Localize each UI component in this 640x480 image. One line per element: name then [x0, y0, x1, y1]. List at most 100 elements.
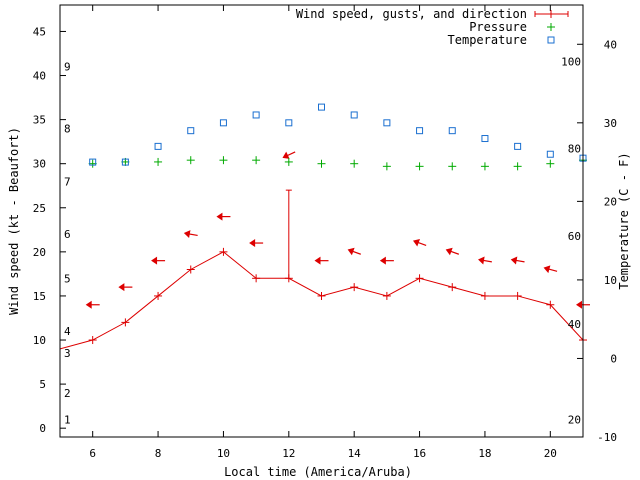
y-left-tick-label: 35	[33, 114, 46, 127]
pressure-point	[513, 162, 522, 171]
arrow-head	[478, 256, 485, 265]
beaufort-label: 2	[64, 387, 71, 400]
x-axis-title: Local time (America/Aruba)	[224, 465, 412, 479]
wind-speed-point	[546, 300, 555, 309]
x-tick-label: 12	[282, 447, 295, 460]
series-layer	[60, 103, 590, 350]
arrow-head	[510, 256, 518, 265]
x-tick-label: 16	[413, 447, 426, 460]
wind-direction-arrow	[576, 300, 590, 309]
arrow-head	[249, 239, 256, 248]
legend-samples	[534, 10, 569, 44]
wind-speed-point	[317, 291, 326, 300]
fahrenheit-label: 40	[568, 318, 581, 331]
y-left-tick-label: 25	[33, 202, 46, 215]
wind-speed-point	[252, 274, 261, 283]
pressure-point	[317, 159, 326, 168]
x-tick-label: 8	[155, 447, 162, 460]
temperature-point	[350, 111, 358, 119]
pressure-point	[415, 162, 424, 171]
wind-speed-point	[448, 283, 457, 292]
pressure-point	[448, 162, 457, 171]
wind-direction-arrow	[347, 247, 361, 256]
arrow-head	[183, 230, 191, 238]
y-right-tick-label: 20	[604, 195, 617, 208]
wind-direction-arrow	[412, 238, 427, 247]
pressure-point	[284, 157, 293, 166]
beaufort-label: 3	[64, 347, 71, 360]
y-left-tick-label: 15	[33, 290, 46, 303]
wind-speed-point	[350, 283, 359, 292]
wind-direction-arrow	[379, 256, 394, 265]
beaufort-label: 8	[64, 122, 71, 135]
temperature-point	[546, 150, 554, 158]
wind-speed-point	[154, 291, 163, 300]
beaufort-label: 7	[64, 175, 71, 188]
plot-frame	[59, 4, 584, 438]
wind-direction-arrow	[314, 256, 329, 265]
wind-speed-point	[219, 247, 228, 256]
wind-speed-point	[480, 291, 489, 300]
legend: Wind speed, gusts, and direction Pressur…	[296, 7, 569, 47]
y-right-tick-label: -10	[597, 431, 617, 444]
pressure-point	[480, 162, 489, 171]
temperature-point	[285, 119, 293, 127]
arrow-head	[576, 300, 582, 309]
fahrenheit-label: 100	[561, 56, 581, 69]
arrow-head	[118, 283, 125, 292]
beaufort-label: 6	[64, 228, 71, 241]
y-axis-left-title: Wind speed (kt - Beaufort)	[7, 127, 21, 315]
wind-direction-arrow	[543, 265, 558, 274]
arrow-head	[347, 247, 355, 256]
temperature-point	[187, 127, 195, 135]
x-tick-label: 14	[348, 447, 362, 460]
wind-speed-point	[513, 291, 522, 300]
temperature-point	[89, 158, 97, 166]
wind-direction-arrow	[249, 239, 264, 248]
temperature-point	[448, 127, 456, 135]
x-tick-label: 18	[478, 447, 491, 460]
pressure-point	[219, 156, 228, 165]
wind-speed-point	[186, 265, 195, 274]
x-tick-label: 10	[217, 447, 230, 460]
legend-label-pressure: Pressure	[469, 20, 527, 34]
pressure-point	[186, 156, 195, 165]
pressure-point	[252, 156, 261, 165]
arrow-head	[412, 238, 420, 247]
y-left-tick-label: 20	[33, 246, 46, 259]
fahrenheit-label: 20	[568, 414, 581, 427]
y-axis-right-title: Temperature (C - F)	[617, 152, 631, 289]
pressure-point	[546, 159, 555, 168]
legend-label-wind: Wind speed, gusts, and direction	[296, 7, 527, 21]
beaufort-label: 4	[64, 325, 71, 338]
y-right-tick-label: 30	[604, 117, 617, 130]
wind-direction-arrow	[510, 256, 525, 265]
y-left-tick-label: 30	[33, 158, 46, 171]
arrow-head	[445, 247, 453, 256]
fahrenheit-label: 60	[568, 230, 581, 243]
beaufort-label: 5	[64, 272, 71, 285]
legend-sample-temperature	[547, 36, 555, 44]
arrow-head	[314, 256, 321, 265]
temperature-point	[154, 142, 162, 150]
wind-speed-point	[415, 274, 424, 283]
wind-speed-point	[88, 336, 97, 345]
wind-direction-arrow	[183, 230, 198, 238]
pressure-point	[382, 162, 391, 171]
arrow-head	[543, 265, 551, 274]
temperature-point	[121, 158, 129, 166]
pressure-point	[154, 157, 163, 166]
temperature-point	[514, 142, 522, 150]
y-left-tick-label: 40	[33, 70, 46, 83]
temperature-point	[219, 119, 227, 127]
x-tick-label: 6	[89, 447, 96, 460]
wind-speed-point	[382, 291, 391, 300]
y-right-tick-label: 10	[604, 274, 617, 287]
arrow-head	[85, 300, 92, 309]
wind-direction-arrow	[151, 256, 166, 265]
arrow-head	[151, 256, 158, 265]
temperature-point	[252, 111, 260, 119]
y-left-tick-label: 5	[39, 378, 46, 391]
temperature-point	[481, 135, 489, 143]
